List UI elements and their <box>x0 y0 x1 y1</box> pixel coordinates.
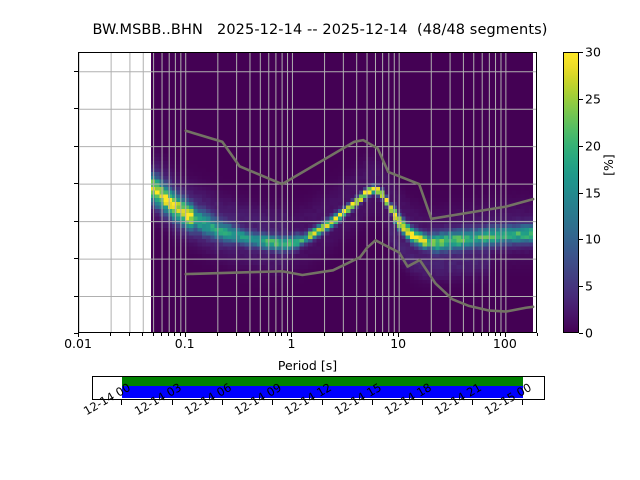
y-tick-mark <box>74 183 78 185</box>
colorbar-tick-mark <box>579 192 583 194</box>
x-tick-mark <box>259 333 261 336</box>
timeline-tick-mark <box>221 400 223 405</box>
x-tick-label: 100 <box>492 336 517 351</box>
x-tick-mark <box>78 333 79 337</box>
x-tick-mark <box>374 333 376 336</box>
x-tick-label: 10 <box>390 336 407 351</box>
x-tick-mark <box>216 333 218 336</box>
x-tick-mark <box>128 333 130 336</box>
x-tick-mark <box>110 333 112 336</box>
y-tick-mark <box>74 295 78 297</box>
y-tick-mark <box>74 70 78 72</box>
x-tick-mark <box>430 333 432 336</box>
x-tick-mark <box>504 333 506 337</box>
y-tick-mark <box>74 333 78 334</box>
x-tick-mark <box>472 333 474 336</box>
x-tick-mark <box>274 333 276 336</box>
timeline-tick-mark <box>321 400 323 405</box>
ppsd-density-heatmap <box>150 53 533 332</box>
x-tick-mark <box>393 333 395 336</box>
x-tick-mark <box>286 333 288 336</box>
x-tick-label: 0.01 <box>64 336 92 351</box>
x-tick-mark <box>537 333 538 336</box>
timeline-tick-mark <box>372 400 374 405</box>
timeline-tick-mark <box>171 400 173 405</box>
x-tick-label: 1 <box>287 336 296 351</box>
colorbar-tick-mark <box>579 286 583 288</box>
colorbar-tick-label: 30 <box>585 44 601 60</box>
x-tick-mark <box>267 333 269 336</box>
colorbar-tick-label: 0 <box>585 325 593 341</box>
y-tick-mark <box>74 258 78 260</box>
y-tick-mark <box>74 220 78 222</box>
x-tick-mark <box>398 333 400 337</box>
x-tick-mark <box>355 333 357 336</box>
x-tick-mark <box>184 333 186 337</box>
colorbar-tick-label: 25 <box>585 91 601 107</box>
x-tick-mark <box>179 333 181 336</box>
x-tick-mark <box>342 333 344 336</box>
timeline-bar-green <box>122 377 524 386</box>
x-tick-mark <box>174 333 176 336</box>
x-tick-mark <box>152 333 154 336</box>
x-tick-mark <box>323 333 325 336</box>
x-axis-label: Period [s] <box>277 358 338 373</box>
x-tick-mark <box>161 333 163 336</box>
colorbar-tick-mark <box>579 98 583 100</box>
plot-gridlines <box>79 53 536 332</box>
figure-title: BW.MSBB..BHN 2025-12-14 -- 2025-12-14 (4… <box>92 22 548 38</box>
x-tick-mark <box>381 333 383 336</box>
x-tick-mark <box>281 333 283 336</box>
timeline-tick-mark <box>121 400 123 405</box>
colorbar <box>563 52 579 333</box>
timeline-bar-blue <box>122 386 524 399</box>
x-tick-label: 0.1 <box>174 336 195 351</box>
colorbar-gradient <box>564 53 578 332</box>
colorbar-tick-label: 5 <box>585 278 593 294</box>
colorbar-tick-label: 20 <box>585 138 601 154</box>
x-tick-mark <box>235 333 237 336</box>
x-tick-mark <box>142 333 144 336</box>
noise-model-curves <box>184 129 535 313</box>
plot-clip <box>79 53 536 332</box>
colorbar-tick-mark <box>579 239 583 241</box>
coverage-timeline <box>92 376 545 400</box>
colorbar-tick-mark <box>579 145 583 147</box>
x-tick-mark <box>387 333 389 336</box>
colorbar-tick-mark <box>579 333 583 334</box>
x-tick-mark <box>248 333 250 336</box>
timeline-tick-mark <box>422 400 424 405</box>
x-tick-mark <box>462 333 464 336</box>
x-tick-mark <box>494 333 496 336</box>
x-tick-mark <box>291 333 293 337</box>
ppsd-axes <box>78 52 537 333</box>
x-tick-mark <box>168 333 170 336</box>
x-tick-mark <box>449 333 451 336</box>
colorbar-tick-label: 15 <box>585 185 601 200</box>
y-tick-mark <box>74 145 78 147</box>
y-tick-mark <box>74 108 78 110</box>
x-tick-mark <box>481 333 483 336</box>
timeline-tick-mark <box>522 400 524 405</box>
colorbar-tick-mark <box>579 52 583 53</box>
x-tick-mark <box>366 333 368 336</box>
colorbar-tick-label: 10 <box>585 231 601 247</box>
x-tick-mark <box>488 333 490 336</box>
colorbar-label: [%] <box>601 154 616 176</box>
timeline-tick-mark <box>472 400 474 405</box>
timeline-tick-mark <box>271 400 273 405</box>
x-tick-mark <box>499 333 501 336</box>
